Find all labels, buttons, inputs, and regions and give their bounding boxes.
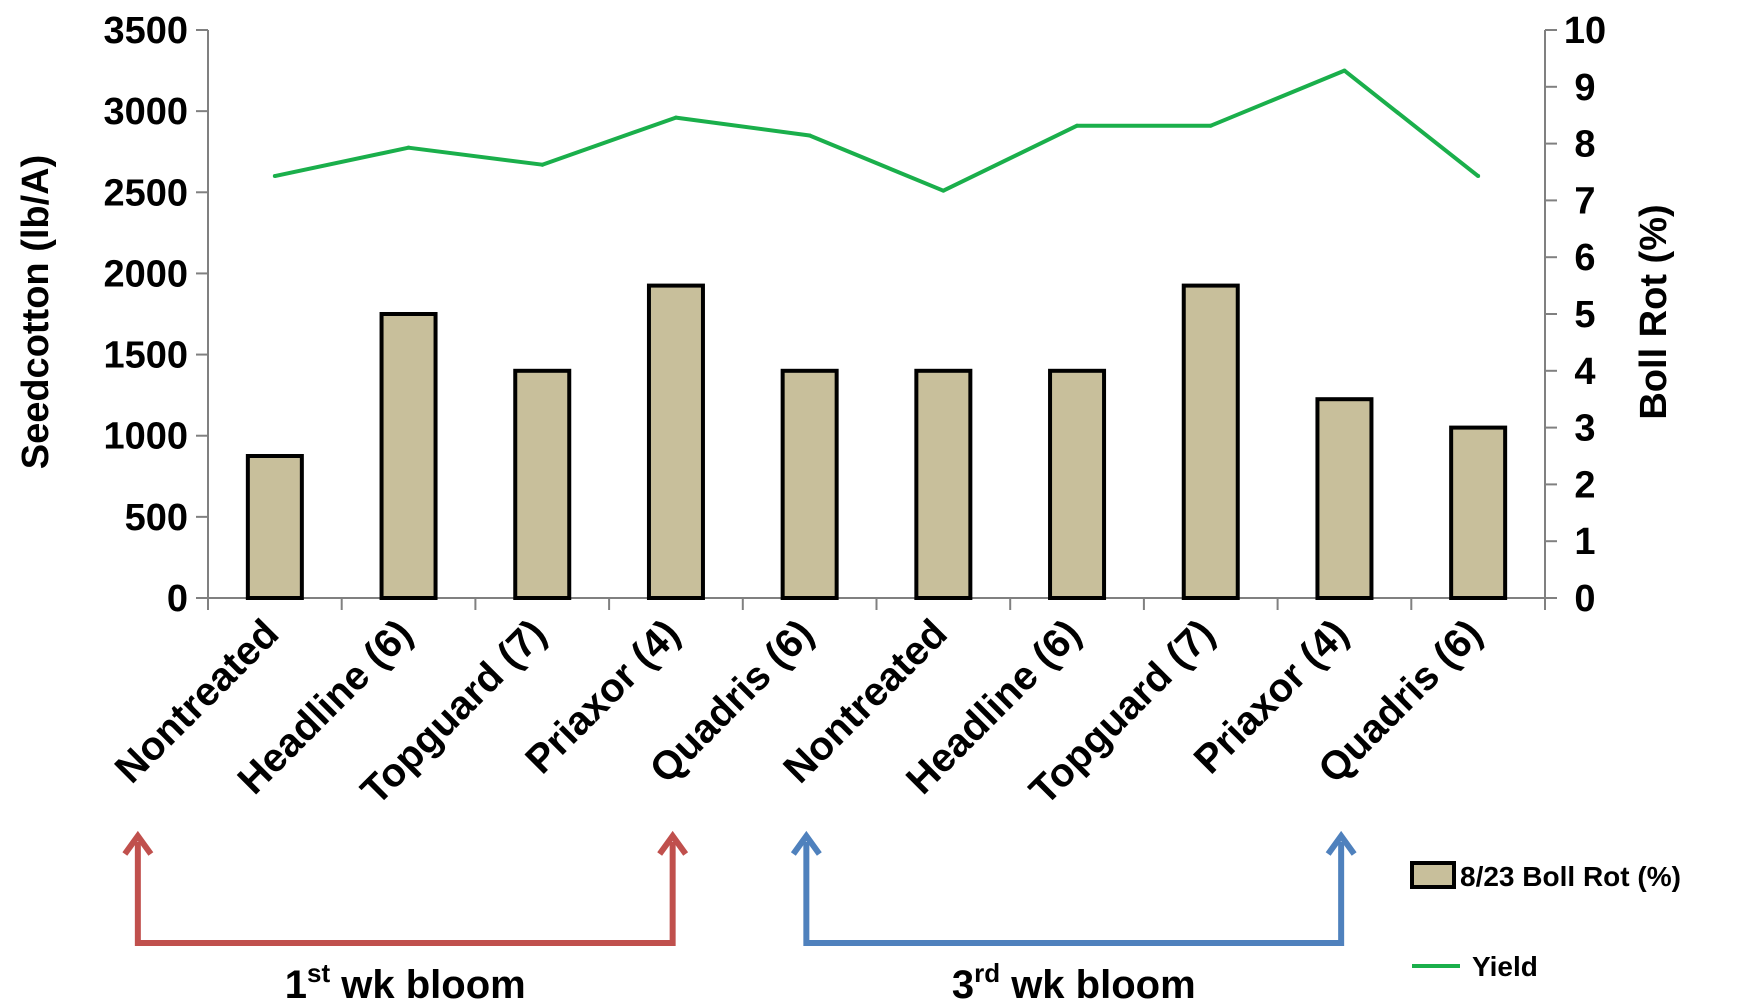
tick-labels-layer: 0 500 1000 1500 2000 2500 3000 3500 0 1 2 3 4 5 6 7 8 9 10 <box>103 10 1606 620</box>
y2-tick-label: 3 <box>1574 408 1595 450</box>
line-layer <box>272 68 1481 193</box>
group-annotations-layer: 1st wk bloom 3rd wk bloom <box>122 830 1357 1001</box>
y2-tick-label: 7 <box>1574 180 1595 222</box>
y-axis-title: Seedcotton (lb/A) <box>15 155 57 470</box>
y-tick-label: 1500 <box>103 335 188 377</box>
arrow-head <box>122 830 154 856</box>
y-tick-label: 2000 <box>103 253 188 295</box>
y2-tick-label: 1 <box>1574 521 1595 563</box>
legend-swatch-boll-rot <box>1410 861 1456 889</box>
y-tick-label: 0 <box>167 578 188 620</box>
yield-line <box>274 68 1480 193</box>
bar <box>379 312 438 600</box>
arrow-head <box>790 830 822 856</box>
bar <box>1181 283 1240 600</box>
yield-point <box>1476 174 1481 179</box>
legend-label-yield: Yield <box>1472 951 1538 982</box>
yield-point <box>1075 123 1080 128</box>
yield-point <box>941 188 946 193</box>
legend: 8/23 Boll Rot (%) Yield <box>1410 861 1681 982</box>
yield-point <box>1342 68 1347 73</box>
y2-tick-label: 2 <box>1574 464 1595 506</box>
bracket-line <box>134 842 676 946</box>
y2-axis-title: Boll Rot (%) <box>1633 204 1675 419</box>
group-bracket: 3rd wk bloom <box>790 830 1357 1001</box>
y2-tick-label: 10 <box>1564 10 1606 52</box>
y2-tick-label: 4 <box>1574 351 1595 393</box>
y-tick-label: 3500 <box>103 10 188 52</box>
yield-point <box>807 133 812 138</box>
arrow-head <box>657 830 689 856</box>
bar <box>513 368 572 600</box>
y-tick-label: 500 <box>125 497 188 539</box>
yield-point <box>1208 123 1213 128</box>
y2-tick-label: 9 <box>1574 67 1595 109</box>
y-tick-label: 1000 <box>103 416 188 458</box>
yield-point <box>406 145 411 150</box>
y2-tick-label: 6 <box>1574 237 1595 279</box>
bar <box>1048 368 1107 600</box>
bar <box>1449 425 1508 600</box>
arrow-head <box>1325 830 1357 856</box>
yield-point <box>540 162 545 167</box>
y2-tick-label: 5 <box>1574 294 1595 336</box>
group-label: 1st wk bloom <box>285 958 526 1001</box>
bar <box>1315 397 1374 601</box>
y-tick-label: 2500 <box>103 172 188 214</box>
y2-tick-label: 0 <box>1574 578 1595 620</box>
yield-point <box>272 174 277 179</box>
yield-point <box>673 115 678 120</box>
group-label: 3rd wk bloom <box>952 958 1196 1001</box>
bar <box>780 368 839 600</box>
bar <box>646 283 705 600</box>
legend-label-boll-rot: 8/23 Boll Rot (%) <box>1460 861 1681 892</box>
bar <box>914 368 973 600</box>
y2-tick-label: 8 <box>1574 124 1595 166</box>
bars-layer <box>245 283 1508 601</box>
bar <box>245 454 304 600</box>
bracket-line <box>803 842 1345 946</box>
group-bracket: 1st wk bloom <box>122 830 689 1001</box>
y-tick-label: 3000 <box>103 91 188 133</box>
